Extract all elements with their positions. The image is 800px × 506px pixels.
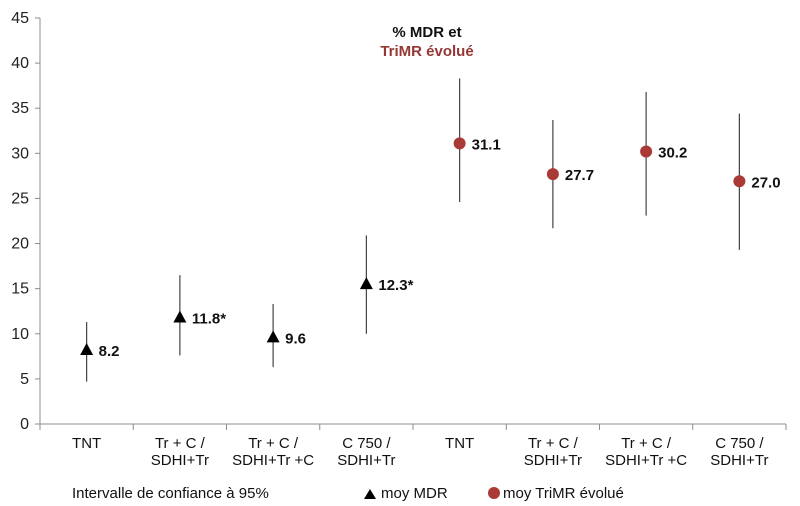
y-tick-label: 10: [11, 326, 29, 343]
data-label: 12.3*: [378, 277, 413, 294]
circle-marker: [640, 145, 653, 158]
circle-marker: [733, 175, 746, 188]
category-label: Tr + C /: [248, 435, 299, 452]
circle-marker: [546, 168, 559, 181]
data-label: 9.6: [285, 330, 306, 347]
data-label: 31.1: [472, 136, 501, 153]
data-label: 27.7: [565, 167, 594, 184]
chart-title-line2: TriMR évolué: [380, 43, 473, 60]
legend-triangle-marker: [364, 489, 376, 499]
error-bars: [86, 78, 740, 382]
y-tick-label: 30: [11, 145, 29, 162]
y-tick-label: 25: [11, 190, 29, 207]
category-label: C 750 /: [715, 435, 764, 452]
category-label: Tr + C /: [621, 435, 672, 452]
triangle-marker: [173, 310, 187, 323]
data-label: 27.0: [751, 174, 780, 191]
axes: [35, 17, 787, 430]
category-label: SDHI+Tr: [710, 452, 768, 469]
chart-title-line1: % MDR et: [392, 24, 461, 41]
circle-marker: [453, 137, 466, 150]
y-tick-label: 45: [11, 10, 29, 27]
triangle-marker: [80, 343, 94, 356]
y-tick-label: 40: [11, 55, 29, 72]
y-tick-label: 0: [20, 416, 29, 433]
y-tick-label: 5: [20, 371, 29, 388]
legend-circle-marker: [488, 487, 500, 499]
y-tick-label: 20: [11, 236, 29, 253]
data-labels: 8.2 11.8* 9.6 12.3* 31.1 27.7 30.2 27.0: [99, 136, 781, 360]
category-label: Tr + C /: [155, 435, 206, 452]
category-label: C 750 /: [342, 435, 391, 452]
y-tick-label: 15: [11, 281, 29, 298]
y-tick-labels: 0 5 10 15 20 25 30 35 40 45: [11, 10, 29, 433]
data-label: 30.2: [658, 145, 687, 162]
data-label: 8.2: [99, 343, 120, 360]
category-label: SDHI+Tr +C: [232, 452, 314, 469]
category-label: SDHI+Tr: [337, 452, 395, 469]
triangle-marker: [359, 277, 373, 290]
category-label: TNT: [445, 435, 474, 452]
category-label: Tr + C /: [528, 435, 579, 452]
category-label: SDHI+Tr: [151, 452, 209, 469]
category-label: SDHI+Tr: [524, 452, 582, 469]
data-markers: [80, 137, 746, 356]
category-label: SDHI+Tr +C: [605, 452, 687, 469]
category-label: TNT: [72, 435, 101, 452]
triangle-marker: [266, 330, 280, 343]
legend: moy MDR moy TriMR évolué: [364, 485, 624, 502]
legend-label-mdr: moy MDR: [381, 485, 448, 502]
footnote: Intervalle de confiance à 95%: [72, 485, 269, 502]
y-tick-label: 35: [11, 100, 29, 117]
legend-label-trimr: moy TriMR évolué: [503, 485, 624, 502]
data-label: 11.8*: [192, 311, 226, 328]
